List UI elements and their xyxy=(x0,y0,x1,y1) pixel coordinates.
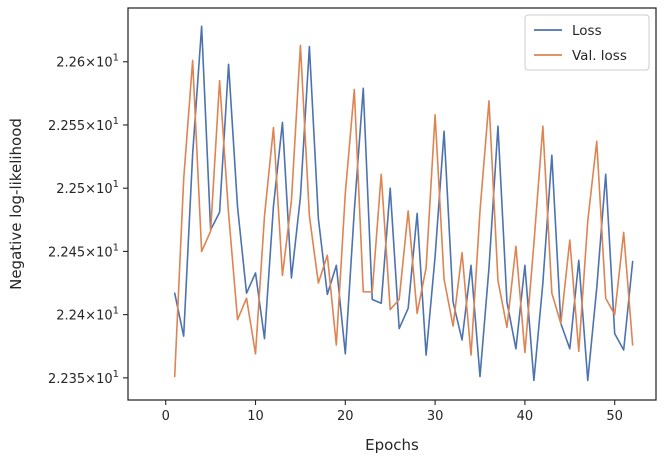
plot-frame xyxy=(127,7,657,401)
y-tick-label: 2.245×101 xyxy=(48,242,119,260)
series-line-val-loss xyxy=(173,44,634,378)
legend-box xyxy=(524,14,650,71)
y-tick-label: 2.24×101 xyxy=(56,306,119,324)
y-tick-label: 2.255×101 xyxy=(48,116,119,134)
x-tick-label: 50 xyxy=(606,409,623,424)
y-tick-label: 2.25×101 xyxy=(56,179,119,197)
y-axis: 2.235×101 2.24×101 2.245×101 2.25×101 2.255×… xyxy=(48,53,128,387)
legend-label-loss: Loss xyxy=(572,23,602,39)
x-tick-label: 10 xyxy=(247,409,264,424)
y-tick-label: 2.235×101 xyxy=(48,369,119,387)
legend-label-val-loss: Val. loss xyxy=(572,48,627,64)
series-layer xyxy=(173,25,634,382)
x-tick-label: 0 xyxy=(162,409,170,424)
x-axis-label: Epochs xyxy=(365,436,419,454)
y-axis-label: Negative log-likelihood xyxy=(7,118,25,290)
y-tick-label: 2.26×101 xyxy=(56,53,119,71)
x-tick-label: 40 xyxy=(517,409,534,424)
x-axis: 0 10 20 30 40 50 xyxy=(162,400,623,424)
x-tick-label: 30 xyxy=(427,409,444,424)
series-line-loss xyxy=(173,25,634,382)
x-tick-label: 20 xyxy=(337,409,354,424)
legend: Loss Val. loss xyxy=(524,14,650,71)
